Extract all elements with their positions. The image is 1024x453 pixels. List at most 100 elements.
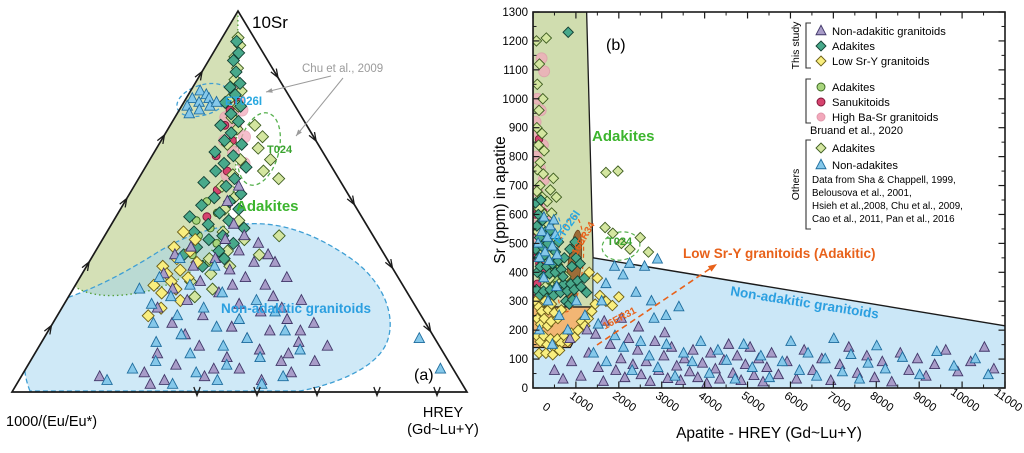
x-tick-label: 2000 [610, 390, 638, 415]
data-point [218, 95, 232, 110]
data-point [853, 372, 866, 384]
data-point [533, 323, 546, 335]
data-point [255, 377, 268, 389]
data-point [885, 375, 898, 387]
data-point [564, 332, 576, 344]
data-point [565, 260, 578, 273]
data-point [606, 227, 619, 240]
data-point [600, 277, 612, 289]
data-point [223, 80, 237, 94]
data-point [533, 139, 545, 151]
data-point [548, 213, 560, 225]
data-point [209, 164, 223, 178]
low-sr-y-arrow [596, 264, 717, 346]
data-point [537, 271, 550, 283]
data-point [592, 361, 604, 372]
data-point [166, 377, 179, 389]
data-point [548, 363, 561, 375]
data-point [903, 363, 915, 375]
series-a-non-adakites-others- [101, 84, 447, 389]
ternary-panel-a: 10Sr 1000/(Eu/Eu*) HREY (Gd~Lu+Y) (a) Ad… [6, 9, 479, 438]
data-point [151, 346, 164, 359]
data-point [275, 354, 288, 366]
data-point [632, 320, 645, 332]
data-point [569, 236, 581, 248]
data-point [630, 285, 642, 297]
data-point [612, 165, 624, 177]
data-point [175, 327, 188, 340]
data-point [952, 365, 964, 377]
data-point [226, 149, 241, 163]
ternary-axis-ticks [43, 68, 441, 398]
data-point [570, 294, 583, 306]
data-point [982, 368, 995, 380]
legend-marker-triangle [815, 24, 827, 36]
y-tick-label: 1100 [503, 65, 528, 77]
y-tick-label: 100 [509, 354, 528, 366]
data-point [868, 371, 881, 383]
data-point [219, 179, 233, 193]
data-point [208, 259, 221, 271]
x-tick-label: 10000 [948, 386, 981, 414]
sample-label-t024-b: T024 [607, 236, 633, 248]
data-point [248, 255, 260, 267]
legend-group-others: Others Adakites Non-adakites Data from Sha … [790, 139, 963, 230]
data-point [879, 362, 892, 374]
data-point [252, 248, 266, 262]
data-point [202, 232, 216, 247]
data-point [133, 282, 146, 294]
data-point [565, 355, 578, 367]
legend-marker-circle [816, 112, 826, 122]
data-point [294, 343, 307, 355]
data-point [765, 346, 778, 358]
data-point [969, 352, 982, 364]
legend-group-label: Others [790, 169, 802, 201]
legend-note-line: Belousova et al., 2001, [812, 188, 912, 199]
legend-caption-bruand: Bruand et al., 2020 [810, 125, 903, 137]
ternary-apex-label: 10Sr [252, 13, 288, 32]
data-point [230, 34, 244, 49]
series-a-low-sr-y-granitoids-this-study- [141, 225, 204, 323]
legend-marker-circle [816, 97, 826, 107]
data-point [544, 184, 557, 196]
data-point [660, 337, 673, 349]
data-point [238, 228, 251, 241]
data-point [250, 293, 263, 305]
legend-group-this-study: This study Non-adakitic granitoids Adakite… [790, 21, 946, 70]
legend-item-label: Sanukitoids [832, 97, 890, 109]
data-point [819, 352, 831, 364]
data-point [248, 118, 262, 132]
data-point [214, 118, 228, 132]
data-point [575, 369, 587, 381]
data-point [171, 308, 184, 321]
data-point [207, 191, 221, 205]
data-point [217, 339, 230, 351]
data-point [600, 355, 613, 367]
data-point [687, 343, 699, 355]
data-point [553, 308, 565, 320]
data-point [597, 374, 610, 386]
data-point [144, 377, 157, 389]
data-point [181, 99, 194, 111]
data-point [217, 133, 232, 148]
data-point [604, 337, 616, 349]
x-tick-label: 9000 [910, 390, 938, 415]
data-point [138, 366, 151, 378]
data-point [729, 372, 741, 384]
data-point [193, 103, 206, 115]
data-point [233, 362, 246, 374]
series-b-non-adakites-others- [533, 210, 995, 384]
data-point [224, 107, 238, 121]
plot-axis-ticks-b [532, 11, 1006, 389]
data-point [176, 225, 191, 239]
data-point [147, 316, 160, 328]
data-point [686, 355, 698, 367]
data-point [533, 236, 544, 248]
non-adakitic-field-label-a: Non-adakitic granitoids [221, 301, 371, 316]
data-point [219, 232, 232, 244]
series-b-non-adakitic-granitoids-this-study- [548, 311, 1000, 388]
data-point [542, 294, 554, 306]
data-point [557, 270, 569, 283]
data-point [562, 323, 574, 335]
